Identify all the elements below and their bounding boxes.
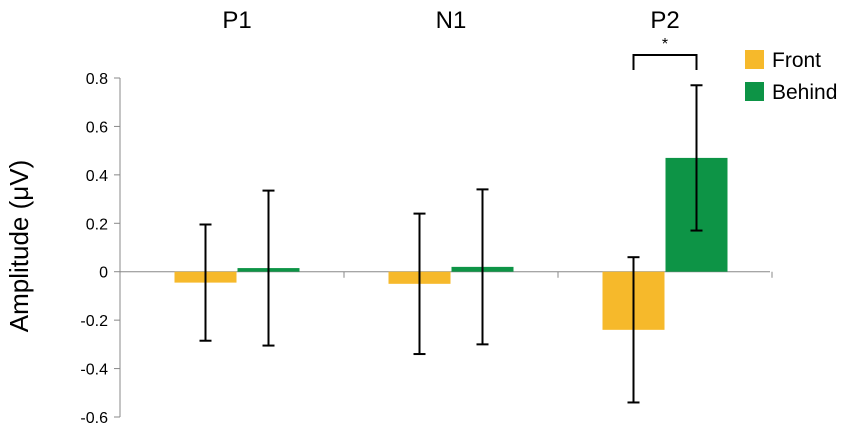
error-bars bbox=[199, 84, 703, 404]
significance-marker: * bbox=[632, 36, 698, 70]
bars bbox=[174, 157, 728, 330]
y-tick-label: -0.6 bbox=[80, 410, 108, 427]
y-tick-label: -0.2 bbox=[80, 313, 108, 330]
category-labels: P1 N1 P2 bbox=[222, 7, 679, 34]
y-tick-label: 0.6 bbox=[86, 119, 108, 136]
significance-bracket bbox=[632, 54, 698, 70]
legend-swatch-behind bbox=[745, 82, 764, 101]
legend: Front Behind bbox=[745, 49, 837, 104]
category-label-p2: P2 bbox=[650, 7, 679, 34]
legend-label-front: Front bbox=[772, 49, 821, 72]
y-tick-label: 0 bbox=[99, 265, 108, 282]
y-tick-label: -0.4 bbox=[80, 362, 108, 379]
category-label-n1: N1 bbox=[436, 7, 467, 34]
significance-label: * bbox=[662, 36, 668, 53]
y-tick-label: 0.8 bbox=[86, 71, 108, 88]
legend-label-behind: Behind bbox=[772, 81, 837, 104]
y-tick-label: 0.2 bbox=[86, 216, 108, 233]
y-tick-label: 0.4 bbox=[86, 168, 108, 185]
legend-swatch-front bbox=[745, 50, 764, 69]
y-axis-label: Amplitude (μV) bbox=[4, 160, 34, 332]
category-label-p1: P1 bbox=[222, 7, 251, 34]
